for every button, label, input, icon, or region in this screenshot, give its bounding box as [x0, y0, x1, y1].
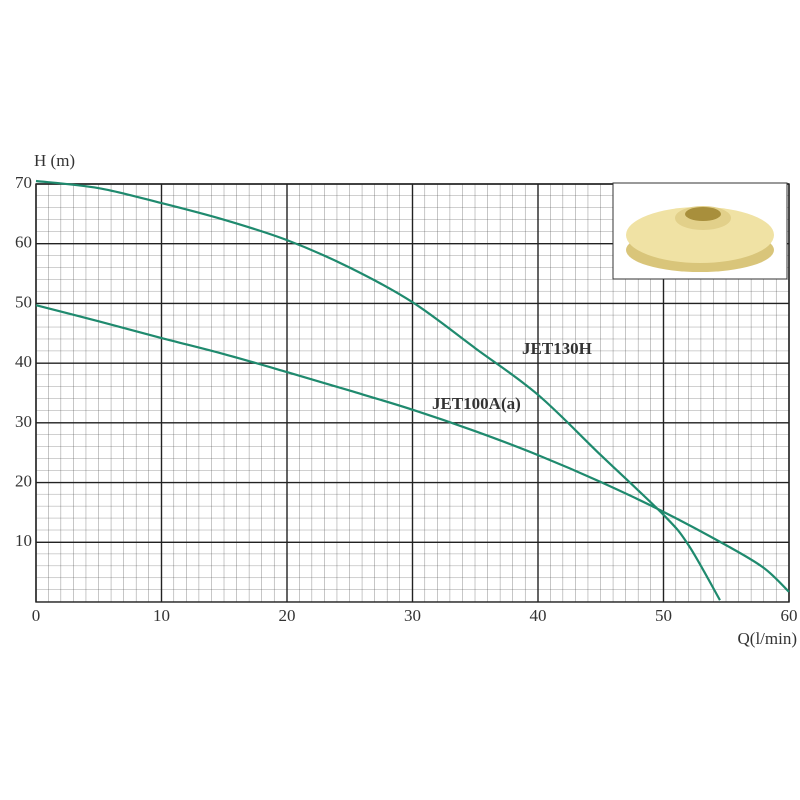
- x-tick-label: 30: [404, 606, 421, 625]
- curve-label: JET130H: [522, 339, 592, 358]
- y-tick-label: 30: [15, 412, 32, 431]
- y-tick-label: 20: [15, 471, 32, 490]
- x-tick-label: 10: [153, 606, 170, 625]
- x-tick-label: 0: [32, 606, 41, 625]
- plot: 10 20 30 40 50 60 70 0 10 20 30 40 50 60 JET130H JET100…: [15, 173, 798, 625]
- y-tick-label: 60: [15, 233, 32, 252]
- plot-frame: [35, 183, 790, 603]
- x-tick-label: 60: [781, 606, 798, 625]
- y-tick-label: 10: [15, 531, 32, 550]
- pump-curve: [35, 304, 790, 593]
- impeller-photo: [612, 182, 788, 280]
- y-axis-label: H (m): [34, 151, 75, 170]
- x-tick-label: 20: [279, 606, 296, 625]
- x-axis-label: Q(l/min): [738, 629, 798, 648]
- y-tick-label: 70: [15, 173, 32, 192]
- y-tick-label: 40: [15, 352, 32, 371]
- x-tick-label: 40: [530, 606, 547, 625]
- x-tick-label: 50: [655, 606, 672, 625]
- y-tick-label: 50: [15, 292, 32, 311]
- curve-label: JET100A(a): [432, 394, 521, 413]
